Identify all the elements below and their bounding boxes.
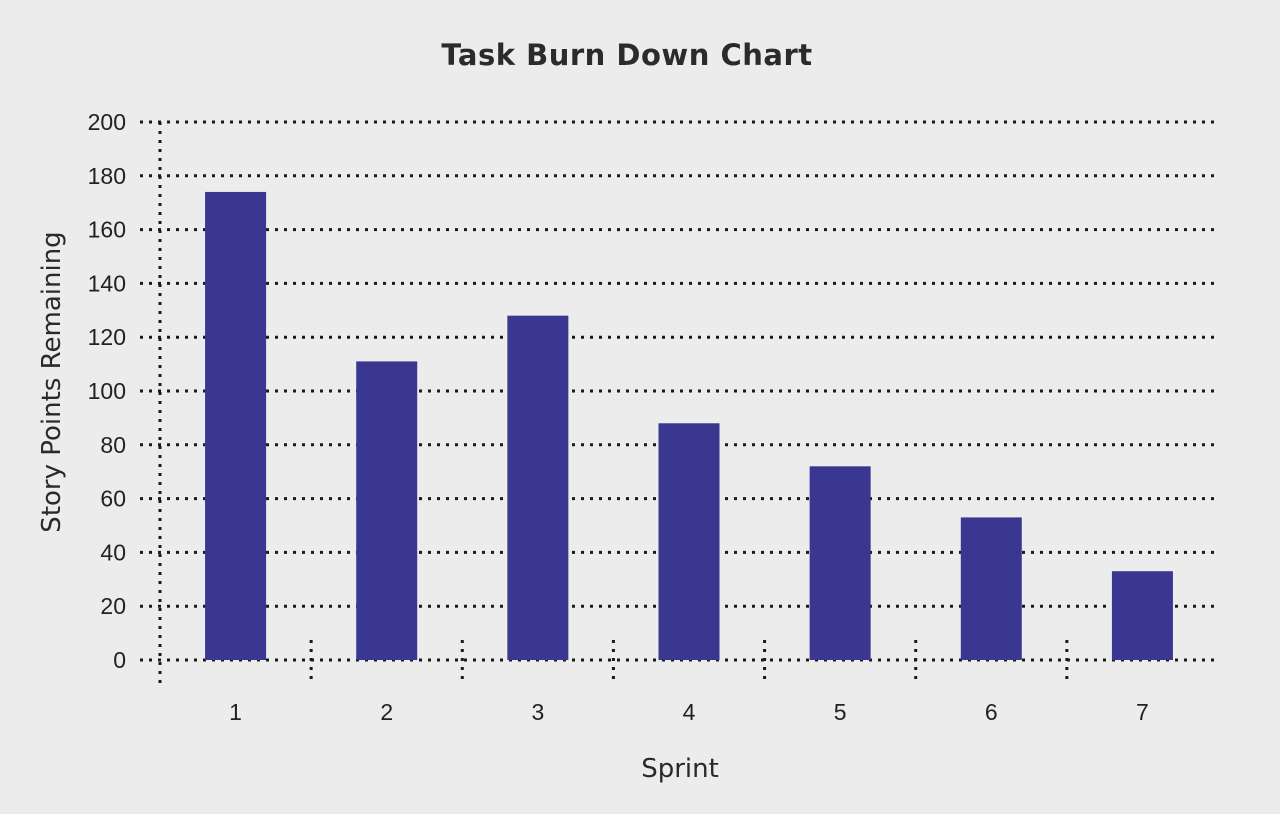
x-tick-label-6: 6 [985, 699, 998, 725]
x-tick-labels: 1 2 3 4 5 6 7 [229, 699, 1149, 725]
bar-sprint-6 [960, 517, 1022, 660]
bar-sprint-2 [356, 361, 418, 660]
y-tick-label-100: 100 [88, 378, 126, 404]
bars [205, 191, 1173, 660]
y-tick-label-60: 60 [100, 486, 126, 512]
bar-sprint-3 [507, 315, 569, 660]
chart-title: Task Burn Down Chart [441, 38, 812, 72]
x-tick-label-4: 4 [683, 699, 696, 725]
bar-sprint-1 [205, 191, 267, 660]
x-tick-label-7: 7 [1136, 699, 1149, 725]
y-axis-title: Story Points Remaining [37, 231, 67, 532]
y-tick-label-120: 120 [88, 324, 126, 350]
y-tick-label-160: 160 [88, 217, 126, 243]
bar-sprint-4 [658, 423, 720, 660]
y-tick-label-180: 180 [88, 163, 126, 189]
gridlines [140, 120, 1218, 683]
y-tick-label-40: 40 [100, 539, 126, 565]
x-tick-label-1: 1 [229, 699, 242, 725]
y-tick-label-0: 0 [113, 647, 126, 673]
y-tick-label-80: 80 [100, 432, 126, 458]
x-tick-label-2: 2 [380, 699, 393, 725]
x-axis-title: Sprint [641, 754, 719, 784]
x-tick-label-5: 5 [834, 699, 847, 725]
y-tick-label-140: 140 [88, 270, 126, 296]
bar-sprint-5 [809, 466, 871, 660]
x-tick-label-3: 3 [531, 699, 544, 725]
y-tick-label-20: 20 [100, 593, 126, 619]
bar-sprint-7 [1111, 571, 1173, 660]
y-tick-label-200: 200 [88, 109, 126, 135]
y-tick-labels: 0 20 40 60 80 100 120 140 160 180 200 [88, 109, 126, 673]
